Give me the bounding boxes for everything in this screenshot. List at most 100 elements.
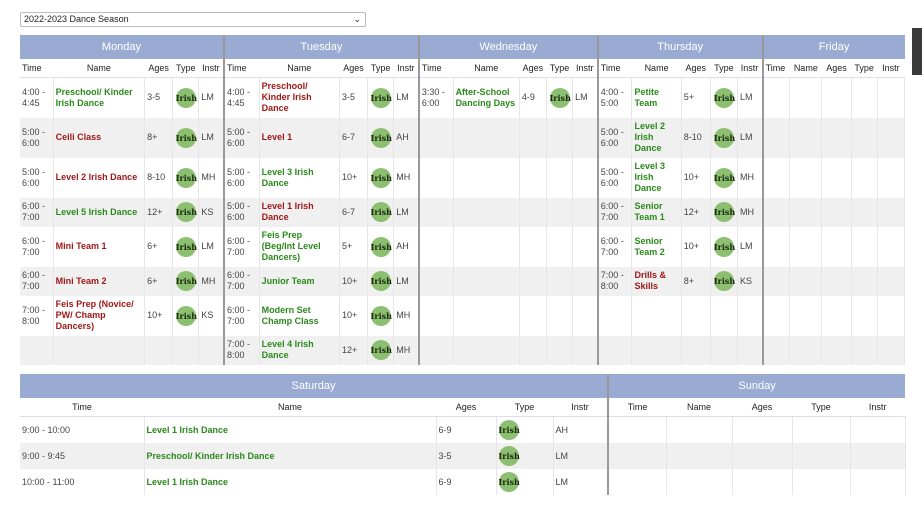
irish-dance-badge-icon: Irish	[713, 167, 735, 188]
irish-dance-badge-icon: Irish	[370, 202, 392, 222]
class-ages	[681, 295, 711, 336]
column-header-ages: Ages	[519, 59, 547, 78]
class-name	[666, 469, 733, 495]
day-header-tuesday: Tuesday	[222, 35, 419, 59]
class-instructor: LM	[737, 117, 764, 158]
irish-dance-badge-icon: Irish	[175, 305, 197, 326]
irish-dance-badge-icon: Irish	[713, 87, 735, 108]
class-time: 4:00 - 4:45	[20, 77, 54, 118]
class-type	[792, 443, 851, 469]
class-name[interactable]: Preschool/ Kinder Irish Dance	[144, 443, 437, 469]
class-ages: 10+	[339, 266, 369, 296]
class-type	[710, 335, 738, 365]
class-type: Irish	[496, 443, 554, 469]
column-header-instr: Instr	[553, 398, 609, 417]
column-header-time: Time	[607, 398, 667, 417]
column-header-name: Name	[453, 59, 520, 78]
class-time	[761, 117, 791, 158]
class-ages: 10+	[144, 295, 174, 336]
class-name[interactable]: Senior Team 1	[631, 197, 682, 227]
table-row: 6:00 - 7:00 Level 5 Irish Dance 12+ Irish KS…	[20, 197, 906, 227]
irish-dance-badge-icon: Irish	[370, 167, 392, 188]
class-name[interactable]: Level 3 Irish Dance	[631, 157, 682, 198]
class-time	[417, 157, 454, 198]
class-name[interactable]: Petite Team	[631, 77, 682, 118]
column-header-name: Name	[789, 59, 822, 78]
class-type: Irish	[710, 197, 738, 227]
class-ages	[519, 295, 548, 336]
class-name	[53, 335, 146, 365]
class-name[interactable]: Level 2 Irish Dance	[631, 117, 682, 158]
class-type: Irish	[710, 266, 738, 296]
class-name[interactable]: Feis Prep (Beg/Int Level Dancers)	[259, 226, 340, 267]
class-name[interactable]: Level 1 Irish Dance	[144, 469, 437, 495]
class-time: 9:00 - 10:00	[20, 416, 145, 443]
chevron-down-icon: ⌄	[353, 14, 361, 24]
class-name[interactable]: Level 3 Irish Dance	[259, 157, 340, 198]
class-type	[851, 197, 878, 227]
column-header-type: Type	[710, 59, 738, 78]
class-ages: 8-10	[681, 117, 711, 158]
class-name	[666, 416, 733, 443]
class-ages	[732, 443, 793, 469]
column-header-time: Time	[417, 59, 454, 78]
column-header-type: Type	[172, 59, 199, 78]
class-instructor: LM	[737, 226, 764, 267]
scrollbar[interactable]	[912, 28, 922, 75]
class-name	[453, 226, 520, 267]
class-name[interactable]: Senior Team 2	[631, 226, 682, 267]
column-header-instr: Instr	[850, 398, 906, 417]
class-type	[851, 266, 878, 296]
class-name[interactable]: Level 5 Irish Dance	[53, 197, 146, 227]
column-header-name: Name	[259, 59, 340, 78]
class-name[interactable]: Mini Team 1	[53, 226, 146, 267]
class-type	[792, 416, 851, 443]
class-ages: 6-9	[436, 469, 497, 495]
class-name[interactable]: Level 1	[259, 117, 340, 158]
class-name[interactable]: Preschool/ Kinder Irish Dance	[53, 77, 146, 118]
class-time: 7:00 - 8:00	[596, 266, 633, 296]
column-header-time: Time	[20, 398, 144, 417]
class-name	[453, 197, 520, 227]
class-type	[172, 335, 200, 365]
class-name[interactable]: Level 2 Irish Dance	[53, 157, 146, 198]
class-instructor	[877, 77, 906, 118]
class-instructor: AH	[553, 416, 609, 443]
weekend-schedule-table: Saturday Sunday Time Name Ages Type Instr Time…	[20, 374, 906, 495]
day-header-thursday: Thursday	[596, 35, 763, 59]
class-name[interactable]: Level 1 Irish Dance	[144, 416, 437, 443]
class-time: 5:00 - 6:00	[596, 157, 633, 198]
class-instructor: LM	[393, 197, 420, 227]
class-instructor: MH	[198, 266, 225, 296]
class-instructor	[850, 469, 906, 495]
irish-dance-badge-icon: Irish	[713, 236, 735, 257]
class-name	[789, 117, 823, 158]
class-name[interactable]: Modern Set Champ Class	[259, 295, 340, 336]
class-instructor: LM	[553, 469, 609, 495]
season-select[interactable]: 2022-2023 Dance Season ⌄	[20, 12, 366, 27]
column-header-type: Type	[496, 398, 553, 417]
class-ages	[821, 266, 852, 296]
class-instructor: MH	[198, 157, 225, 198]
class-type: Irish	[367, 295, 395, 336]
class-name[interactable]: Feis Prep (Novice/ PW/ Champ Dancers)	[53, 295, 146, 336]
class-ages: 10+	[339, 295, 369, 336]
class-name[interactable]: Drills & Skills	[631, 266, 682, 296]
class-time	[417, 117, 454, 158]
class-name[interactable]: Level 4 Irish Dance	[259, 335, 340, 365]
class-name[interactable]: Junior Team	[259, 266, 340, 296]
class-time: 6:00 - 7:00	[20, 226, 54, 267]
class-instructor	[737, 335, 764, 365]
class-instructor	[572, 295, 599, 336]
class-ages: 3-5	[339, 77, 369, 118]
class-name[interactable]: Mini Team 2	[53, 266, 146, 296]
class-name[interactable]: Level 1 Irish Dance	[259, 197, 340, 227]
class-name[interactable]: After-School Dancing Days	[453, 77, 520, 118]
class-name[interactable]: Ceili Class	[53, 117, 146, 158]
class-type: Irish	[496, 416, 554, 443]
column-header-ages: Ages	[681, 59, 711, 78]
column-header-name: Name	[631, 59, 682, 78]
class-name[interactable]: Preschool/ Kinder Irish Dance	[259, 77, 340, 118]
class-instructor	[737, 295, 764, 336]
class-type: Irish	[367, 77, 395, 118]
